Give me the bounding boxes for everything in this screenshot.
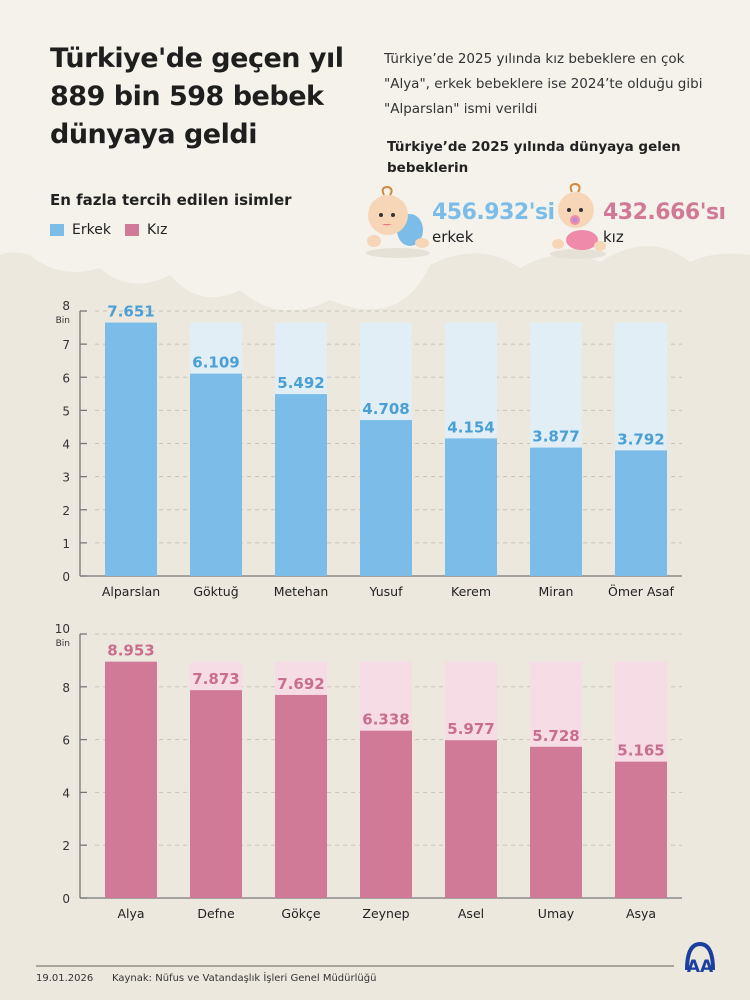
bar [615,761,667,898]
data-label: 7.873 [192,670,239,688]
legend-swatch-boy [50,224,64,236]
bar [105,322,157,576]
y-tick-label: 0 [62,892,70,906]
legend-label-boy: Erkek [72,222,111,238]
x-tick-label: Asya [626,906,656,921]
data-label: 5.977 [447,720,494,738]
y-tick-label: 4 [62,786,70,800]
x-tick-label: Umay [538,906,575,921]
legend-item-boy: Erkek [50,222,111,238]
x-tick-label: Kerem [451,584,491,599]
data-label: 7.692 [277,675,324,693]
y-tick-label: 4 [62,438,70,452]
bar [445,740,497,898]
data-label: 6.338 [362,711,409,729]
y-axis-unit: Bin [56,316,70,326]
y-tick-label: 1 [62,537,70,551]
bar [275,394,327,576]
y-tick-label: 6 [62,734,70,748]
x-tick-label: Göktuğ [193,584,238,599]
girls-names-chart: 0 2 4 6 8 10 Bin 8.953 Alya 7.873 Defne 7.692 Gökçe 6… [55,622,682,921]
data-label: 5.728 [532,727,579,745]
y-tick-label: 7 [62,338,70,352]
y-tick-label: 8 [62,299,70,313]
bar [360,420,412,576]
y-tick-label: 2 [62,839,70,853]
legend-swatch-girl [125,224,139,236]
boys-count: 456.932'si [432,200,555,225]
x-tick-label: Ömer Asaf [608,583,675,599]
x-tick-label: Defne [197,906,235,921]
bar [105,661,157,898]
y-tick-label: 5 [62,404,70,418]
footer-source: Kaynak: Nüfus ve Vatandaşlık İşleri Gene… [112,973,377,984]
x-tick-label: Yusuf [369,584,404,599]
aa-logo: AA [685,941,715,976]
y-tick-label: 8 [62,681,70,695]
svg-text:AA: AA [687,957,714,976]
y-tick-label: 6 [62,371,70,385]
births-heading: Türkiye’de 2025 yılında dünyaya gelen be… [387,139,681,176]
header-cloud-background [0,0,750,311]
x-tick-label: Alya [117,906,144,921]
legend-title: En fazla tercih edilen isimler [50,191,292,209]
x-tick-label: Alparslan [102,584,160,599]
x-tick-label: Gökçe [281,906,320,921]
y-axis-unit: Bin [56,639,70,649]
baby-girl-icon [550,182,606,259]
data-label: 3.792 [617,430,664,448]
legend-label-girl: Kız [147,222,168,238]
bar [530,746,582,898]
girls-label: kız [603,228,624,246]
bar [190,373,242,576]
x-tick-label: Miran [539,584,574,599]
data-label: 3.877 [532,428,579,446]
legend-item-girl: Kız [125,222,167,238]
baby-boy-icon [366,185,430,258]
footer-divider [36,965,674,967]
bar [530,447,582,576]
y-tick-label: 10 [55,622,70,636]
boys-label: erkek [432,228,474,246]
bar [360,730,412,898]
intro-text: Türkiye’de 2025 yılında kız bebeklere en… [384,51,703,117]
data-label: 5.165 [617,742,664,760]
x-tick-label: Metehan [274,584,329,599]
boys-names-chart: 0 1 2 3 4 5 6 7 8 Bin 7.651 Alparslan 6.109 Göktuğ 5.4… [56,299,682,599]
bar [190,690,242,898]
y-tick-label: 2 [62,504,70,518]
bar [275,694,327,898]
data-label: 5.492 [277,374,324,392]
data-label: 7.651 [107,303,154,321]
bar [615,450,667,576]
data-label: 4.154 [447,418,494,436]
footer-date: 19.01.2026 [36,973,94,984]
data-label: 4.708 [362,400,409,418]
x-tick-label: Zeynep [362,906,409,921]
girls-count: 432.666'sı [603,200,726,225]
page-title: Türkiye'de geçen yıl 889 bin 598 bebek d… [50,43,344,150]
y-tick-label: 0 [62,570,70,584]
y-tick-label: 3 [62,471,70,485]
data-label: 8.953 [107,642,154,660]
data-label: 6.109 [192,354,239,372]
x-tick-label: Asel [458,906,484,921]
bar [445,438,497,576]
